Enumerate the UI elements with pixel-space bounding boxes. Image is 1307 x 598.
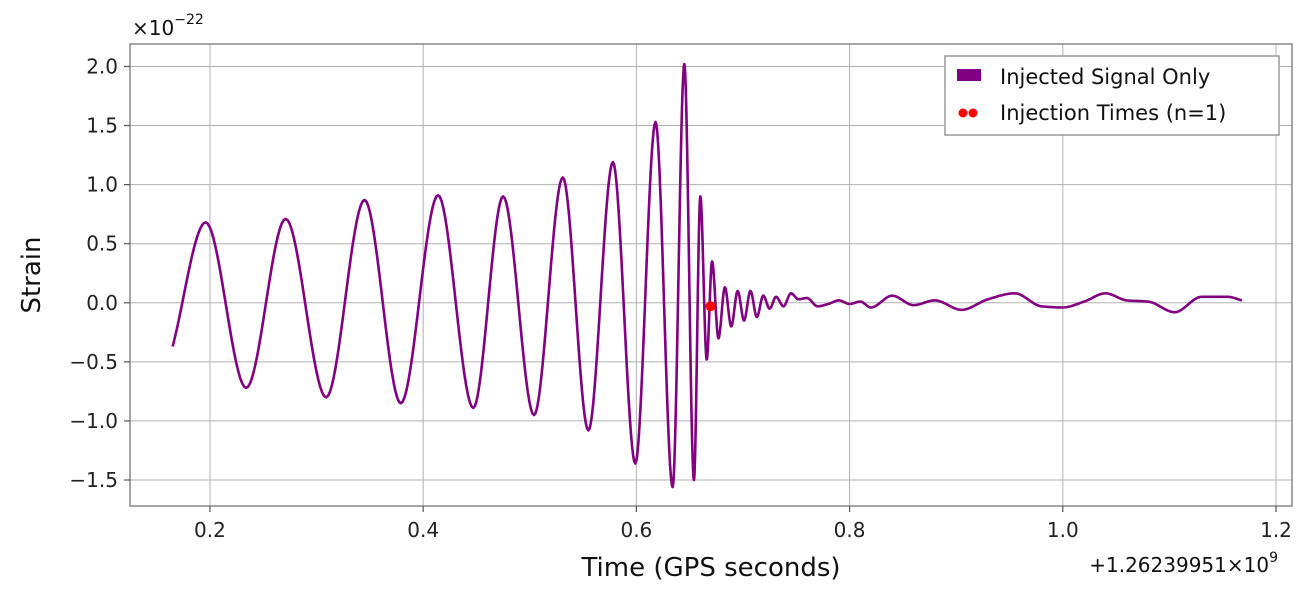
y-tick-label: 1.5 xyxy=(86,114,118,138)
x-offset-exponent: 9 xyxy=(1269,550,1278,566)
x-offset-base: +1.26239951×10 xyxy=(1089,553,1269,577)
y-tick-label: 0.5 xyxy=(86,232,118,256)
legend-marker-injection-times-b xyxy=(968,108,978,118)
x-tick-label: 0.6 xyxy=(620,518,652,542)
legend: Injected Signal Only Injection Times (n=… xyxy=(944,55,1280,136)
series-layer xyxy=(171,62,1243,489)
y-tick-label: −0.5 xyxy=(69,350,118,374)
injection-time-marker xyxy=(705,301,716,312)
x-axis-label: Time (GPS seconds) xyxy=(580,553,840,583)
y-multiplier: ×10−22 xyxy=(132,12,204,40)
legend-label-injection-times: Injection Times (n=1) xyxy=(1000,101,1226,125)
x-tick-label: 0.4 xyxy=(407,518,439,542)
y-tick-label: 0.0 xyxy=(86,291,118,315)
x-offset-label: +1.26239951×109 xyxy=(1089,550,1278,577)
series-injected-signal-line xyxy=(171,62,1243,489)
legend-marker-injection-times-a xyxy=(958,108,968,118)
y-axis-ticks: −1.5 −1.0 −0.5 0.0 0.5 1.0 1.5 2.0 xyxy=(69,54,130,492)
y-multiplier-exponent: −22 xyxy=(174,12,204,28)
y-multiplier-base: ×10 xyxy=(132,16,174,40)
x-tick-label: 1.2 xyxy=(1260,518,1292,542)
x-tick-label: 0.2 xyxy=(194,518,226,542)
y-tick-label: −1.0 xyxy=(69,409,118,433)
x-tick-label: 1.0 xyxy=(1047,518,1079,542)
y-tick-label: −1.5 xyxy=(69,468,118,492)
y-tick-label: 1.0 xyxy=(86,173,118,197)
plot-frame xyxy=(129,43,1293,507)
x-tick-label: 0.8 xyxy=(834,518,866,542)
legend-box xyxy=(944,55,1280,136)
legend-label-injected-signal: Injected Signal Only xyxy=(1000,65,1210,89)
legend-swatch-injected-signal xyxy=(957,69,981,81)
y-axis-label: Strain xyxy=(17,236,47,313)
x-axis-ticks: 0.2 0.4 0.6 0.8 1.0 1.2 xyxy=(194,506,1292,542)
y-tick-label: 2.0 xyxy=(86,54,118,78)
